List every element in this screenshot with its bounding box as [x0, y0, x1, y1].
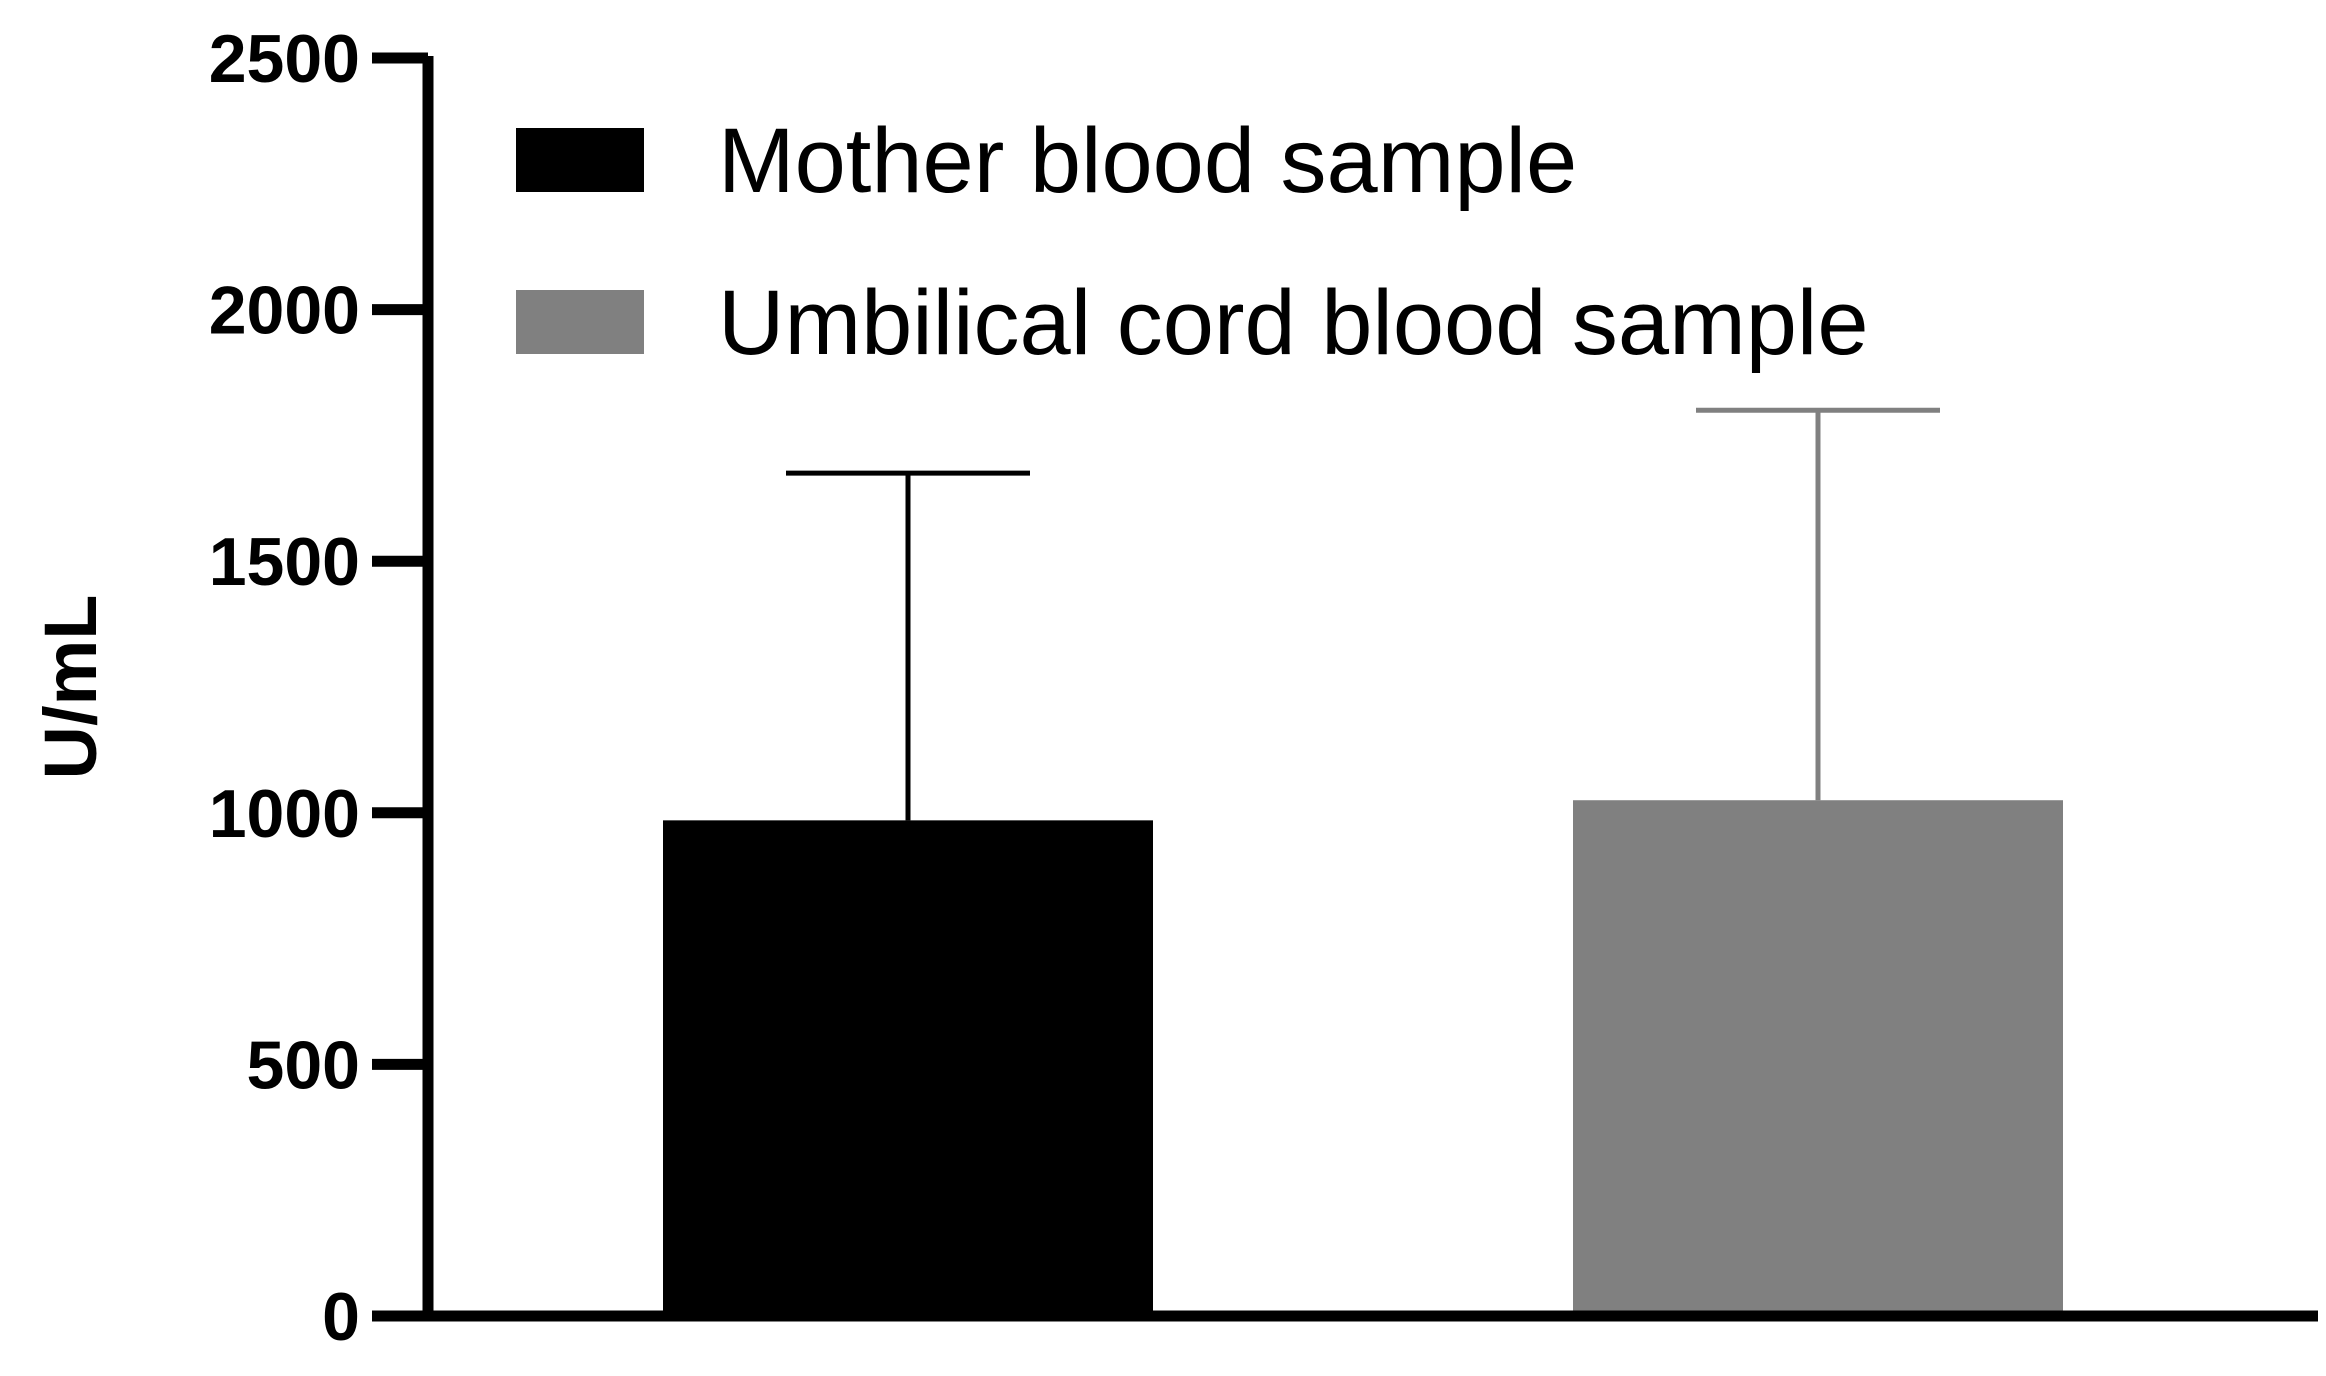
y-ticks: 0 500 1000 1500 2000 2500: [209, 21, 428, 1355]
error-bars-layer: [786, 407, 1940, 821]
legend-label: Mother blood sample: [718, 110, 1577, 212]
axes-layer: 0 500 1000 1500 2000 2500: [209, 21, 2318, 1355]
y-tick-label: 0: [322, 1279, 360, 1355]
y-tick-label: 2000: [209, 273, 360, 349]
bar: [663, 820, 1153, 1316]
y-tick-label: 500: [247, 1027, 360, 1103]
y-tick-label: 1500: [209, 524, 360, 600]
legend-label: Umbilical cord blood sample: [718, 272, 1869, 374]
legend-swatch: [516, 290, 644, 354]
bar: [1573, 800, 2063, 1316]
y-axis-label: U/mL: [29, 595, 112, 780]
y-tick-label: 2500: [209, 21, 360, 97]
legend-swatch: [516, 128, 644, 192]
bars-layer: [663, 800, 2063, 1316]
y-tick-label: 1000: [209, 776, 360, 852]
legend: Mother blood sample Umbilical cord blood …: [516, 110, 1869, 374]
